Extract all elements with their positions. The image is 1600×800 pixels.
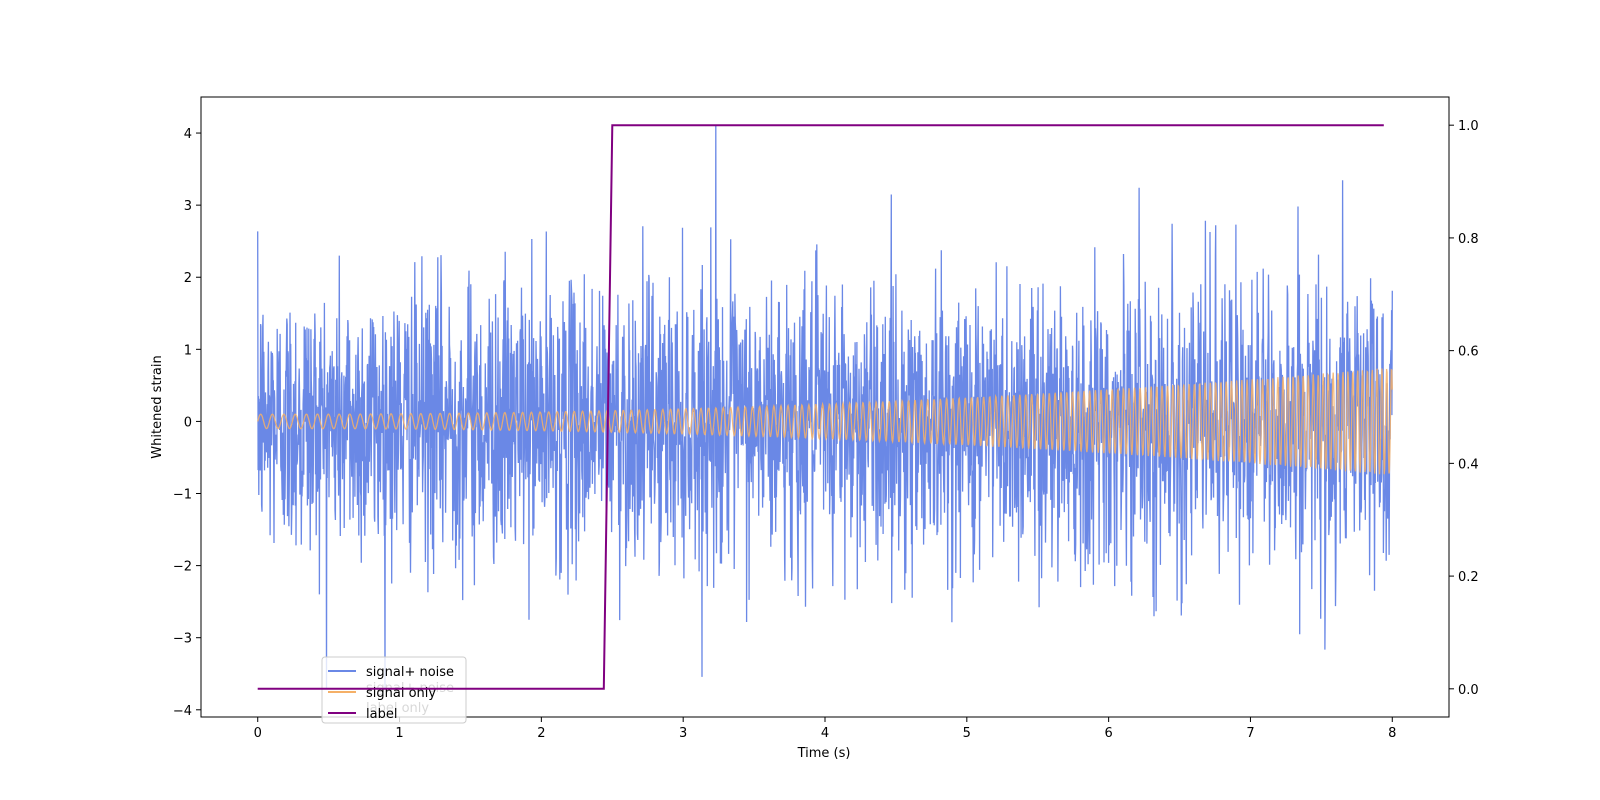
y-tick-label: −2 [173,560,192,575]
x-tick-label: 2 [537,726,545,741]
y-axis-left: −4 −3 −2 −1 0 1 2 3 4 [173,127,201,719]
y2-tick-label: 0.0 [1458,683,1479,698]
series-layer [257,125,1393,689]
legend-box [321,656,467,724]
y2-tick-label: 1.0 [1458,119,1479,134]
y-axis-label: Whitened strain [150,355,165,458]
legend-label: signal+ noise [366,665,454,680]
x-tick-label: 7 [1246,726,1254,741]
x-axis-label: Time (s) [797,746,851,761]
x-tick-label: 6 [1104,726,1112,741]
y-tick-label: 1 [184,343,192,358]
x-tick-label: 0 [254,726,262,741]
series-signal-only-line [257,368,1393,475]
plot-area [257,125,1393,689]
legend-label: label [366,707,397,722]
y2-tick-label: 0.4 [1458,457,1479,472]
y-tick-label: −3 [173,632,192,647]
x-tick-label: 4 [821,726,829,741]
y2-tick-label: 0.2 [1458,570,1479,585]
y-tick-label: −4 [173,704,192,719]
y2-tick-label: 0.6 [1458,345,1479,360]
y-tick-label: 2 [184,271,192,286]
x-tick-label: 1 [395,726,403,741]
y-tick-label: 3 [184,199,192,214]
series-signal-noise-line [257,125,1393,689]
series-label-line [257,124,1384,690]
legend-ghost-label: label only [366,701,429,716]
x-tick-label: 3 [679,726,687,741]
y-tick-label: 4 [184,127,192,142]
x-tick-label: 5 [963,726,971,741]
x-tick-label: 8 [1388,726,1396,741]
y2-tick-label: 0.8 [1458,232,1479,247]
y-tick-label: 0 [184,415,192,430]
y-axis-right: 0.0 0.2 0.4 0.6 0.8 1.0 [1449,119,1479,698]
y-tick-label: −1 [173,488,192,503]
